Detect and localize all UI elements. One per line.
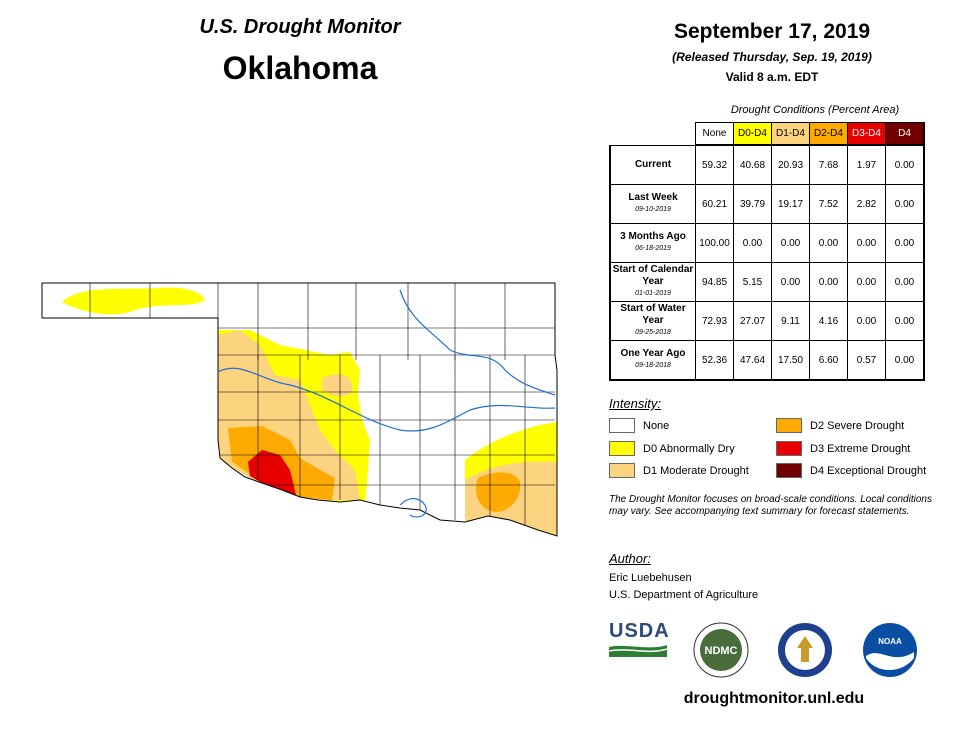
cell-value: 0.00 [771, 262, 810, 302]
cell-value: 0.00 [771, 223, 810, 263]
d2-area-southeast [475, 472, 521, 512]
cell-value: 0.00 [847, 223, 886, 263]
row-label: Current [609, 144, 696, 185]
legend-item-d0: D0 Abnormally Dry [609, 441, 735, 456]
table-row: Start of Calendar Year 01-01-2019 94.85 5… [609, 262, 925, 302]
map-date: September 17, 2019 [673, 20, 871, 43]
row-label: Start of Water Year 09-25-2018 [609, 301, 696, 341]
noaa-logo: NOAA [862, 622, 918, 683]
d1-area-central [322, 374, 353, 397]
valid-time: Valid 8 a.m. EDT [725, 70, 819, 84]
col-header-d4: D4 [885, 122, 925, 146]
legend-item-d4: D4 Exceptional Drought [776, 463, 926, 478]
cell-value: 7.52 [809, 184, 848, 224]
oklahoma-drought-map [41, 282, 558, 537]
cell-value: 100.00 [695, 223, 734, 263]
author-org: U.S. Department of Agriculture [609, 589, 759, 601]
cell-value: 47.64 [733, 340, 772, 381]
cell-value: 6.60 [809, 340, 848, 381]
d0-area-panhandle [62, 287, 205, 315]
cell-value: 27.07 [733, 301, 772, 341]
cell-value: 0.00 [733, 223, 772, 263]
legend-swatch [776, 463, 802, 478]
col-header-none: None [695, 122, 734, 146]
cell-value: 0.00 [885, 223, 925, 263]
cell-value: 7.68 [809, 144, 848, 185]
cell-value: 0.00 [809, 262, 848, 302]
usda-logo: USDA [608, 620, 670, 662]
cell-value: 9.11 [771, 301, 810, 341]
website-url[interactable]: droughtmonitor.unl.edu [683, 690, 865, 707]
table-row: 3 Months Ago 06-18-2019 100.00 0.00 0.00 … [609, 223, 925, 263]
row-label: 3 Months Ago 06-18-2019 [609, 223, 696, 263]
state-name: Oklahoma [222, 50, 378, 86]
table-row: One Year Ago 09-18-2018 52.36 47.64 17.50… [609, 340, 925, 381]
legend-item-none: None [609, 418, 669, 433]
legend-swatch [776, 441, 802, 456]
cell-value: 0.00 [885, 184, 925, 224]
cell-value: 40.68 [733, 144, 772, 185]
row-label: Last Week 09-10-2019 [609, 184, 696, 224]
cell-value: 59.32 [695, 144, 734, 185]
legend-swatch [609, 463, 635, 478]
legend-swatch [609, 418, 635, 433]
cell-value: 0.00 [809, 223, 848, 263]
author-heading: Author: [609, 551, 651, 566]
cell-value: 0.00 [885, 144, 925, 185]
cell-value: 1.97 [847, 144, 886, 185]
table-row: Last Week 09-10-2019 60.21 39.79 19.17 7.… [609, 184, 925, 224]
cell-value: 4.16 [809, 301, 848, 341]
table-row: Start of Water Year 09-25-2018 72.93 27.0… [609, 301, 925, 341]
river-north [217, 367, 556, 432]
cell-value: 5.15 [733, 262, 772, 302]
cell-value: 19.17 [771, 184, 810, 224]
cell-value: 0.00 [847, 262, 886, 302]
col-header-d2-d4: D2-D4 [809, 122, 848, 146]
col-header-d1-d4: D1-D4 [771, 122, 810, 146]
cell-value: 0.00 [885, 340, 925, 381]
disclaimer-note: The Drought Monitor focuses on broad-sca… [609, 494, 932, 517]
table-caption: Drought Conditions (Percent Area) [730, 104, 900, 116]
legend-swatch [609, 441, 635, 456]
cell-value: 20.93 [771, 144, 810, 185]
col-header-d3-d4: D3-D4 [847, 122, 886, 146]
svg-text:NOAA: NOAA [878, 637, 902, 646]
cell-value: 0.00 [847, 301, 886, 341]
cell-value: 0.57 [847, 340, 886, 381]
svg-text:NDMC: NDMC [705, 645, 738, 657]
table-row: Current 59.32 40.68 20.93 7.68 1.97 0.00 [609, 144, 925, 185]
cell-value: 39.79 [733, 184, 772, 224]
legend-swatch [776, 418, 802, 433]
intensity-heading: Intensity: [609, 396, 662, 411]
cell-value: 17.50 [771, 340, 810, 381]
col-header-d0-d4: D0-D4 [733, 122, 772, 146]
commerce-seal-icon [777, 622, 833, 683]
legend-item-d1: D1 Moderate Drought [609, 463, 749, 478]
map-product-title: U.S. Drought Monitor [199, 16, 401, 38]
cell-value: 0.00 [885, 262, 925, 302]
row-label: One Year Ago 09-18-2018 [609, 340, 696, 381]
author-name: Eric Luebehusen [609, 572, 692, 584]
cell-value: 2.82 [847, 184, 886, 224]
lake-texoma [399, 498, 427, 518]
release-date: (Released Thursday, Sep. 19, 2019) [672, 50, 872, 64]
d3-area [248, 450, 296, 495]
table-header-row: None D0-D4 D1-D4 D2-D4 D3-D4 D4 [610, 122, 925, 146]
legend-item-d3: D3 Extreme Drought [776, 441, 910, 456]
cell-value: 94.85 [695, 262, 734, 302]
drought-conditions-table: None D0-D4 D1-D4 D2-D4 D3-D4 D4 Current … [609, 122, 925, 381]
header-blank-cell [610, 123, 696, 146]
row-label: Start of Calendar Year 01-01-2019 [609, 262, 696, 302]
river-northeast [399, 289, 556, 396]
ndmc-logo: NDMC [693, 622, 749, 683]
cell-value: 0.00 [885, 301, 925, 341]
cell-value: 72.93 [695, 301, 734, 341]
legend-item-d2: D2 Severe Drought [776, 418, 904, 433]
cell-value: 52.36 [695, 340, 734, 381]
cell-value: 60.21 [695, 184, 734, 224]
